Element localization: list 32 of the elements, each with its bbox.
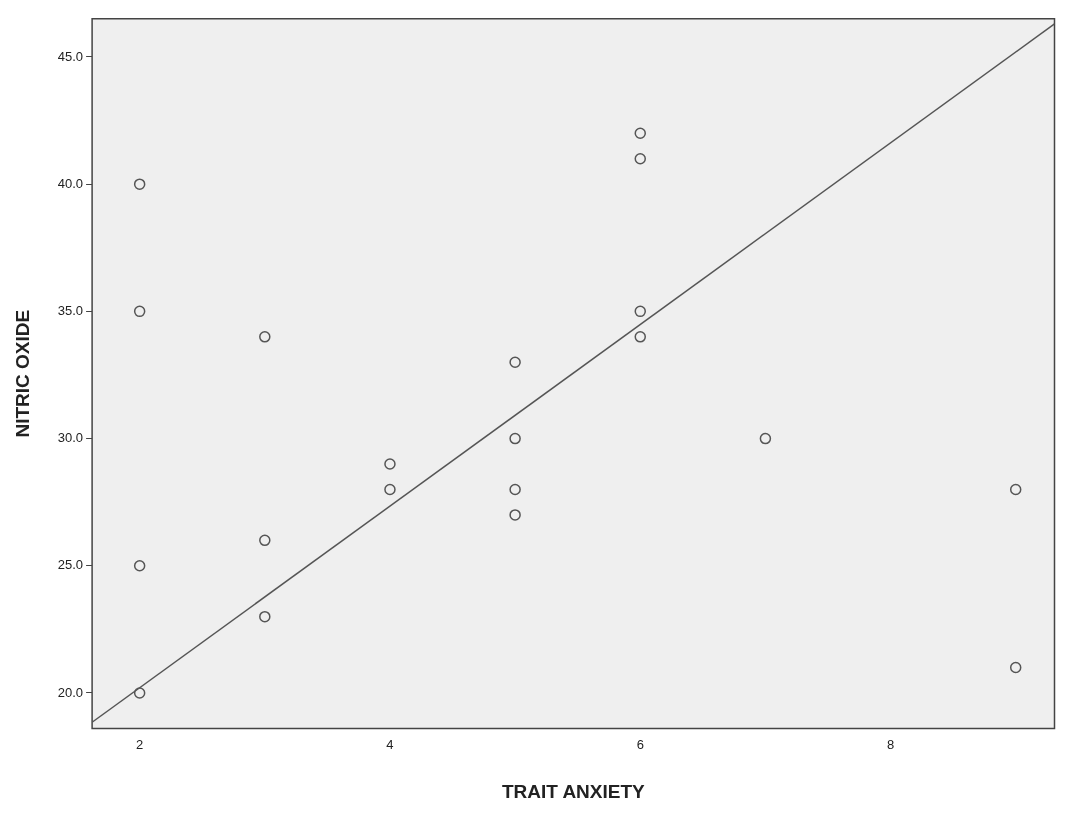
point xyxy=(384,458,396,470)
y-tick-label: 35.0 xyxy=(57,302,84,318)
point xyxy=(509,483,521,496)
x-tick-label: 2 xyxy=(136,736,144,752)
point xyxy=(634,331,647,343)
point xyxy=(509,432,521,445)
point xyxy=(509,509,521,521)
point xyxy=(634,152,647,165)
point xyxy=(384,483,396,496)
point xyxy=(133,560,146,572)
x-tick-label: 4 xyxy=(386,736,394,752)
point xyxy=(133,178,146,190)
y-tick-label: 45.0 xyxy=(57,48,84,64)
y-tick-label: 20.0 xyxy=(57,684,84,700)
x-axis-title: TRAIT ANXIETY xyxy=(501,780,646,802)
point xyxy=(509,356,521,368)
x-tick-label: 6 xyxy=(636,736,644,752)
point xyxy=(259,534,271,547)
point xyxy=(759,432,772,445)
y-tick-label: 30.0 xyxy=(57,430,84,446)
y-axis-title: NITRIC OXIDE xyxy=(11,309,33,438)
point xyxy=(634,305,647,318)
point xyxy=(634,127,647,140)
point xyxy=(259,331,271,343)
point xyxy=(259,610,271,623)
y-tick-label: 25.0 xyxy=(57,557,84,573)
y-tick-label: 40.0 xyxy=(57,175,84,191)
point xyxy=(1009,483,1022,496)
point xyxy=(133,687,146,699)
point xyxy=(133,305,146,318)
x-tick-label: 8 xyxy=(886,736,895,752)
point xyxy=(1009,661,1022,674)
